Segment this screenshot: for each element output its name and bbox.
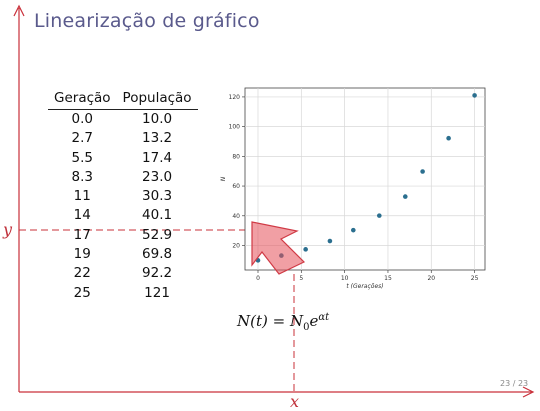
data-point — [472, 93, 477, 98]
table-row: 2.7 13.2 — [48, 129, 198, 148]
cell-populacao: 17.4 — [142, 149, 173, 166]
cell-populacao: 69.8 — [142, 246, 173, 263]
y-tick-label: 20 — [232, 242, 240, 249]
x-tick-label: 20 — [427, 275, 435, 282]
plot-frame — [244, 87, 486, 271]
data-point — [279, 253, 284, 258]
data-table: Geração População 0.0 10.0 2.7 13.2 5.5 17.4 8… — [48, 90, 198, 303]
table-row: 19 69.8 — [48, 245, 198, 264]
cell-populacao: 52.9 — [142, 226, 173, 243]
y-tick-label: 40 — [232, 213, 240, 220]
y-axis-arrow-icon — [13, 4, 25, 17]
x-tick-label: 0 — [256, 275, 260, 282]
table-row: 0.0 10.0 — [48, 110, 198, 130]
cell-populacao: 40.1 — [142, 207, 173, 224]
table-row: 5.5 17.4 — [48, 149, 198, 168]
cell-geracao: 8.3 — [71, 168, 94, 185]
data-point — [446, 135, 451, 141]
table-row: 17 52.9 — [48, 226, 198, 245]
table-row: 8.3 23.0 — [48, 168, 198, 187]
page-number: 23 / 23 — [500, 379, 529, 388]
cell-geracao: 2.7 — [71, 130, 94, 147]
x-axis-label: t (Gerações) — [346, 283, 383, 290]
y-tick-label: 60 — [232, 183, 240, 190]
y-tick-label: 100 — [229, 124, 241, 131]
x-annotation-label: x — [290, 392, 300, 411]
y-annotation-label: y — [3, 220, 13, 239]
cell-populacao: 10.0 — [142, 111, 173, 127]
column-header-geracao: Geração — [48, 90, 117, 110]
data-point — [402, 194, 408, 199]
cell-geracao: 0.0 — [71, 111, 94, 127]
x-tick-label: 25 — [471, 275, 479, 282]
slide-title: Linearização de gráfico — [34, 10, 260, 32]
data-point — [327, 238, 333, 244]
data-point — [255, 258, 261, 263]
x-axis-arrow-icon — [522, 386, 535, 398]
cell-geracao: 22 — [73, 265, 91, 282]
data-point — [351, 227, 356, 233]
x-tick-label: 15 — [384, 275, 392, 282]
data-point — [420, 169, 425, 174]
column-header-populacao: População — [116, 90, 198, 110]
table-row: 22 92.2 — [48, 264, 198, 283]
formula: N(t) = N0eαt — [237, 312, 330, 333]
cell-geracao: 11 — [73, 188, 91, 205]
cell-populacao: 121 — [144, 284, 170, 301]
y-tick-label: 120 — [229, 94, 241, 101]
cell-geracao: 25 — [73, 284, 91, 301]
table-row: 14 40.1 — [48, 206, 198, 225]
cell-populacao: 92.2 — [142, 265, 173, 282]
table-row: 11 30.3 — [48, 187, 198, 206]
cell-populacao: 13.2 — [142, 130, 173, 147]
y-tick-label: 80 — [232, 153, 240, 160]
cell-populacao: 30.3 — [142, 188, 173, 205]
x-tick-label: 5 — [299, 275, 303, 282]
cell-geracao: 14 — [73, 207, 91, 224]
cell-geracao: 5.5 — [71, 149, 94, 166]
cell-geracao: 19 — [73, 246, 91, 263]
table-row: 25 121 — [48, 284, 198, 303]
cell-populacao: 23.0 — [142, 168, 173, 185]
cell-geracao: 17 — [73, 226, 91, 243]
data-point — [376, 213, 382, 218]
x-tick-label: 10 — [341, 275, 349, 282]
data-point — [303, 247, 308, 252]
y-axis-label: N — [220, 176, 227, 181]
